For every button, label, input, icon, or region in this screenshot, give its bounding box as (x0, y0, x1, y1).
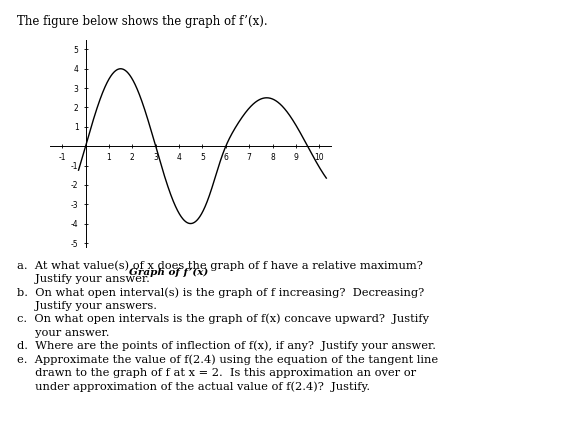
Text: Graph of f’(x): Graph of f’(x) (128, 268, 208, 277)
Text: The figure below shows the graph of f’(x).: The figure below shows the graph of f’(x… (17, 15, 268, 28)
Text: a.  At what value(s) of x does the graph of f have a relative maximum?
     Just: a. At what value(s) of x does the graph … (17, 260, 438, 392)
